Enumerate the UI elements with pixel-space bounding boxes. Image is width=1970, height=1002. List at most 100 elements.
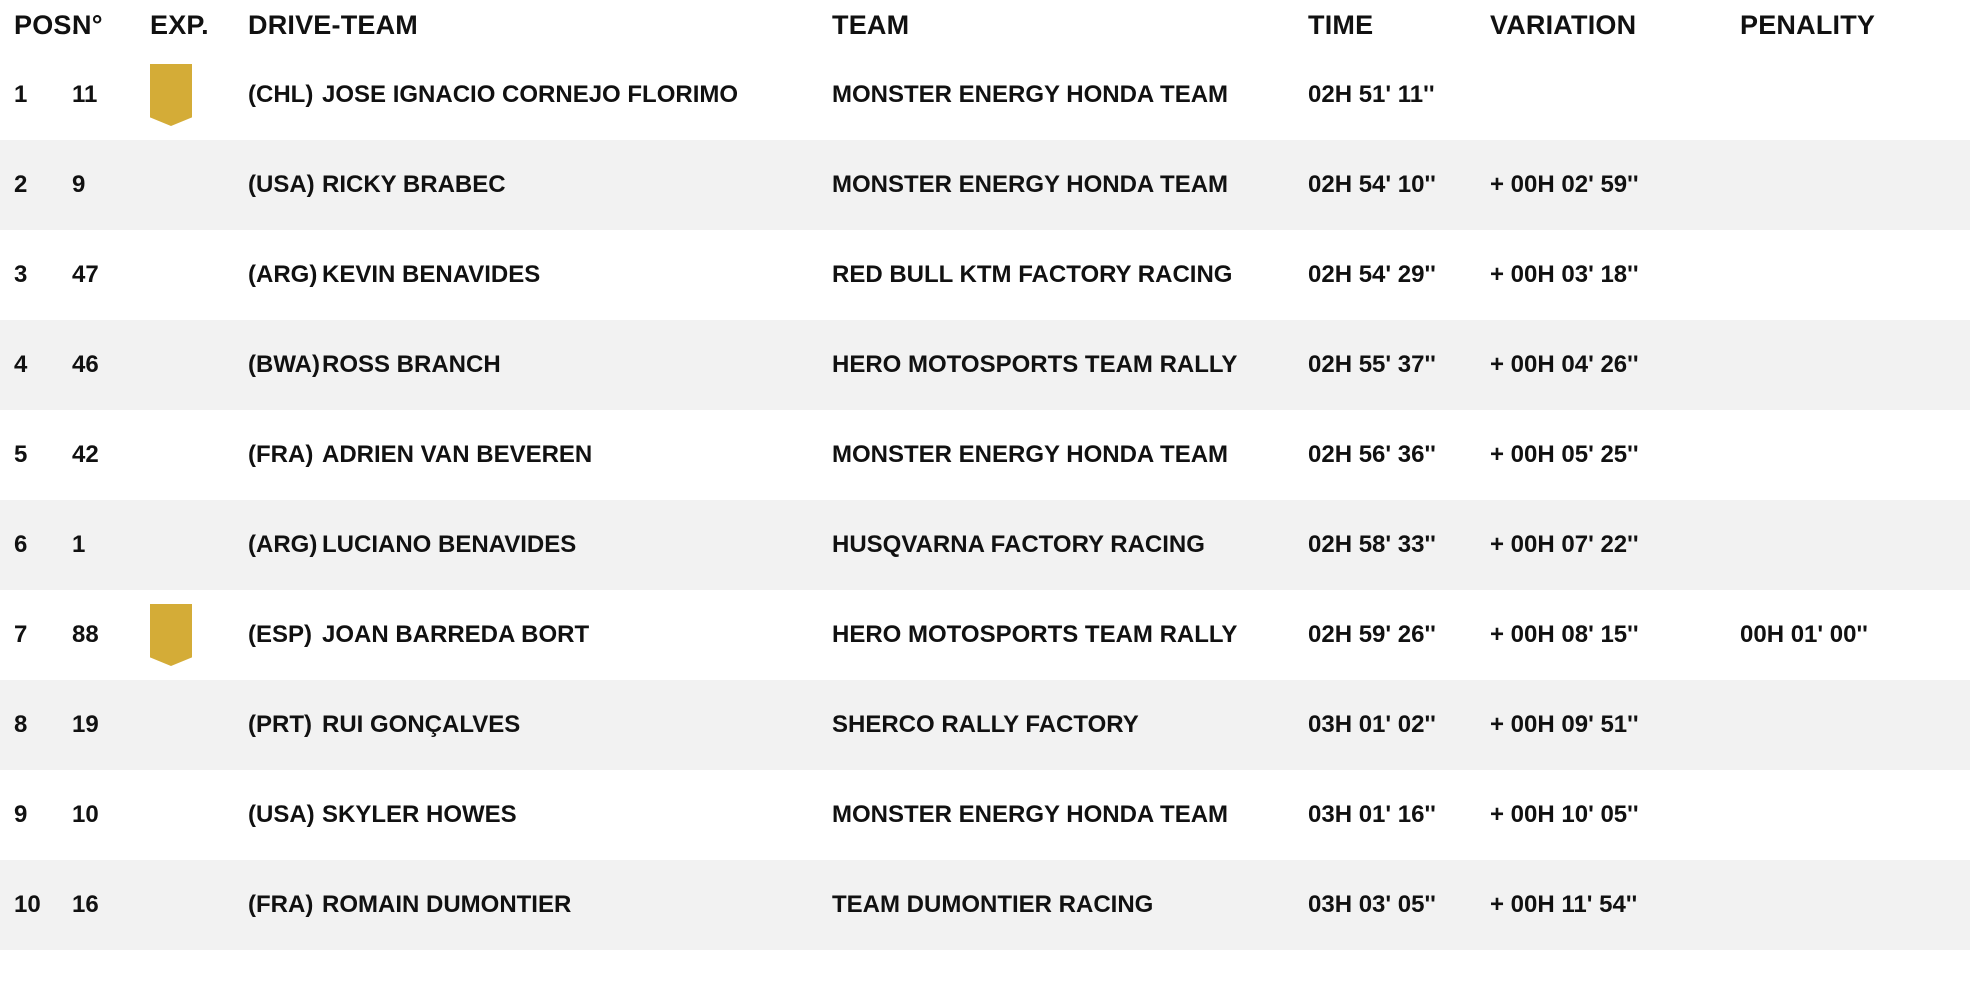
row-number: 88: [72, 621, 99, 648]
header-drive-team[interactable]: DRIVE-TEAM: [248, 9, 418, 40]
driver-nationality: (USA): [248, 801, 315, 828]
row-penalty: 00H 01' 00'': [1740, 621, 1868, 648]
row-number: 47: [72, 261, 99, 288]
table-row[interactable]: 5 42 (FRA) ADRIEN VAN BEVEREN MONSTER ENERGY…: [0, 410, 1970, 500]
row-team: HERO MOTOSPORTS TEAM RALLY: [832, 351, 1238, 378]
driver-nationality: (BWA): [248, 351, 320, 378]
header-variation[interactable]: VARIATION: [1490, 9, 1637, 40]
row-team: MONSTER ENERGY HONDA TEAM: [832, 801, 1229, 828]
driver-name: ADRIEN VAN BEVEREN: [322, 441, 593, 468]
row-number: 1: [72, 531, 86, 558]
experience-badge-icon: [150, 604, 192, 666]
row-penalty: [1728, 320, 1970, 410]
driver-nationality: (ARG): [248, 531, 318, 558]
row-variation: + 00H 07' 22'': [1490, 531, 1639, 558]
driver-name: RICKY BRABEC: [322, 171, 506, 198]
row-exp: [138, 320, 238, 410]
driver-name: LUCIANO BENAVIDES: [322, 531, 577, 558]
experience-badge-placeholder: [150, 694, 192, 756]
header-pos[interactable]: POS.: [14, 9, 80, 40]
row-variation: + 00H 10' 05'': [1490, 801, 1639, 828]
row-exp: [138, 140, 238, 230]
row-variation: + 00H 04' 26'': [1490, 351, 1639, 378]
row-position: 9: [14, 801, 28, 828]
row-time: 02H 55' 37'': [1308, 351, 1436, 378]
row-exp: [138, 590, 238, 680]
row-variation: + 00H 08' 15'': [1490, 621, 1639, 648]
row-variation: [1478, 50, 1728, 140]
experience-badge-icon: [150, 64, 192, 126]
row-drive-team: (ARG) LUCIANO BENAVIDES: [238, 500, 818, 590]
row-team: RED BULL KTM FACTORY RACING: [832, 261, 1233, 288]
row-exp: [138, 500, 238, 590]
row-number: 16: [72, 891, 99, 918]
row-drive-team: (PRT) RUI GONÇALVES: [238, 680, 818, 770]
row-penalty: [1728, 860, 1970, 950]
driver-nationality: (PRT): [248, 711, 312, 738]
row-exp: [138, 770, 238, 860]
row-exp: [138, 410, 238, 500]
row-penalty: [1728, 680, 1970, 770]
driver-name: SKYLER HOWES: [322, 801, 517, 828]
row-exp: [138, 230, 238, 320]
table-row[interactable]: 7 88 (ESP) JOAN BARREDA BORT HERO MOTOSPORTS…: [0, 590, 1970, 680]
row-variation: + 00H 11' 54'': [1490, 891, 1638, 918]
row-team: HUSQVARNA FACTORY RACING: [832, 531, 1205, 558]
table-header: POS. N° EXP. DRIVE-TEAM TEAM TIME VARIAT…: [0, 0, 1970, 50]
experience-badge-placeholder: [150, 874, 192, 936]
row-variation: + 00H 05' 25'': [1490, 441, 1639, 468]
row-penalty: [1728, 500, 1970, 590]
row-exp: [138, 50, 238, 140]
row-time: 02H 54' 10'': [1308, 171, 1436, 198]
row-time: 02H 56' 36'': [1308, 441, 1436, 468]
experience-badge-placeholder: [150, 244, 192, 306]
row-time: 02H 59' 26'': [1308, 621, 1436, 648]
row-penalty: [1728, 50, 1970, 140]
experience-badge-placeholder: [150, 334, 192, 396]
row-drive-team: (BWA)ROSS BRANCH: [238, 320, 818, 410]
header-team[interactable]: TEAM: [832, 9, 910, 40]
row-number: 19: [72, 711, 99, 738]
driver-name: JOAN BARREDA BORT: [322, 621, 590, 648]
experience-badge-placeholder: [150, 514, 192, 576]
row-variation: + 00H 02' 59'': [1490, 171, 1639, 198]
row-number: 42: [72, 441, 99, 468]
table-row[interactable]: 1 11 (CHL) JOSE IGNACIO CORNEJO FLORIMO MONS…: [0, 50, 1970, 140]
table-row[interactable]: 2 9 (USA) RICKY BRABEC MONSTER ENERGY HONDA …: [0, 140, 1970, 230]
table-body: 1 11 (CHL) JOSE IGNACIO CORNEJO FLORIMO MONS…: [0, 50, 1970, 950]
row-drive-team: (USA) SKYLER HOWES: [238, 770, 818, 860]
row-variation: + 00H 03' 18'': [1490, 261, 1639, 288]
table-row[interactable]: 10 16 (FRA) ROMAIN DUMONTIER TEAM DUMONTIER …: [0, 860, 1970, 950]
row-drive-team: (ESP) JOAN BARREDA BORT: [238, 590, 818, 680]
row-exp: [138, 860, 238, 950]
row-time: 03H 01' 02'': [1308, 711, 1436, 738]
driver-nationality: (USA): [248, 171, 315, 198]
row-drive-team: (CHL) JOSE IGNACIO CORNEJO FLORIMO: [238, 50, 818, 140]
driver-name: ROSS BRANCH: [322, 351, 501, 378]
row-time: 02H 54' 29'': [1308, 261, 1436, 288]
table-row[interactable]: 4 46 (BWA)ROSS BRANCH HERO MOTOSPORTS TEAM …: [0, 320, 1970, 410]
driver-nationality: (FRA): [248, 441, 314, 468]
row-position: 4: [14, 351, 28, 378]
row-position: 2: [14, 171, 28, 198]
driver-nationality: (ARG): [248, 261, 318, 288]
table-row[interactable]: 6 1 (ARG) LUCIANO BENAVIDES HUSQVARNA FACTOR…: [0, 500, 1970, 590]
row-time: 02H 58' 33'': [1308, 531, 1436, 558]
header-exp[interactable]: EXP.: [150, 9, 209, 40]
header-time[interactable]: TIME: [1308, 9, 1374, 40]
table-row[interactable]: 9 10 (USA) SKYLER HOWES MONSTER ENERGY HONDA…: [0, 770, 1970, 860]
table-row[interactable]: 3 47 (ARG) KEVIN BENAVIDES RED BULL KTM FACT…: [0, 230, 1970, 320]
row-position: 8: [14, 711, 28, 738]
row-number: 11: [72, 81, 98, 108]
row-team: MONSTER ENERGY HONDA TEAM: [832, 171, 1229, 198]
row-team: SHERCO RALLY FACTORY: [832, 711, 1139, 738]
row-penalty: [1728, 410, 1970, 500]
driver-name: RUI GONÇALVES: [322, 711, 521, 738]
header-penalty[interactable]: PENALITY: [1740, 9, 1876, 40]
driver-name: JOSE IGNACIO CORNEJO FLORIMO: [322, 81, 739, 108]
driver-name: KEVIN BENAVIDES: [322, 261, 541, 288]
header-number[interactable]: N°: [72, 9, 103, 40]
row-time: 03H 01' 16'': [1308, 801, 1436, 828]
row-position: 10: [14, 891, 41, 918]
table-row[interactable]: 8 19 (PRT) RUI GONÇALVES SHERCO RALLY FACTOR…: [0, 680, 1970, 770]
